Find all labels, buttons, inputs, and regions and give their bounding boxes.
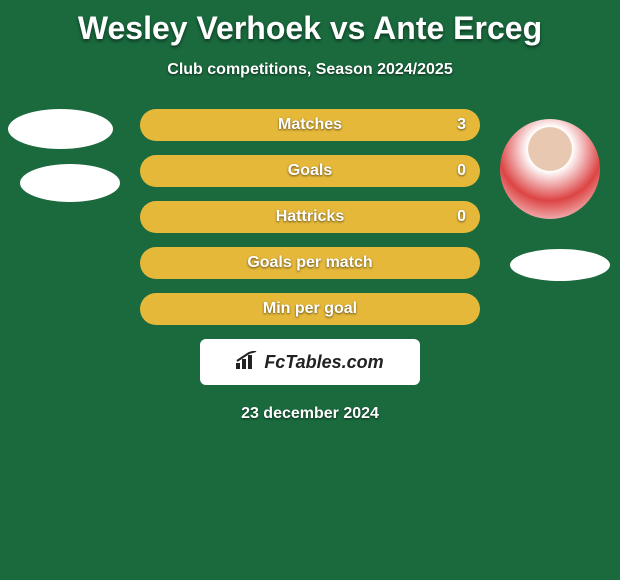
stat-value: 3 — [457, 109, 466, 141]
subtitle: Club competitions, Season 2024/2025 — [0, 61, 620, 79]
player-left-avatar-2 — [20, 164, 120, 202]
stat-label: Hattricks — [140, 201, 480, 233]
stat-label: Goals per match — [140, 247, 480, 279]
stat-label: Min per goal — [140, 293, 480, 325]
stat-row-goals-per-match: Goals per match — [140, 247, 480, 279]
stat-bars: Matches 3 Goals 0 Hattricks 0 Goals per … — [140, 109, 480, 325]
player-right-photo — [500, 119, 600, 219]
stat-value: 0 — [457, 201, 466, 233]
stat-row-min-per-goal: Min per goal — [140, 293, 480, 325]
logo-text: FcTables.com — [264, 352, 383, 373]
infographic-container: Wesley Verhoek vs Ante Erceg Club compet… — [0, 0, 620, 580]
stat-label: Matches — [140, 109, 480, 141]
stat-label: Goals — [140, 155, 480, 187]
date-text: 23 december 2024 — [0, 405, 620, 423]
stats-area: Matches 3 Goals 0 Hattricks 0 Goals per … — [0, 109, 620, 325]
stat-row-goals: Goals 0 — [140, 155, 480, 187]
player-right-avatar-2 — [510, 249, 610, 281]
stat-row-matches: Matches 3 — [140, 109, 480, 141]
chart-icon — [236, 351, 258, 374]
page-title: Wesley Verhoek vs Ante Erceg — [0, 0, 620, 47]
stat-value: 0 — [457, 155, 466, 187]
player-left-avatar-1 — [8, 109, 113, 149]
logo-box: FcTables.com — [200, 339, 420, 385]
stat-row-hattricks: Hattricks 0 — [140, 201, 480, 233]
